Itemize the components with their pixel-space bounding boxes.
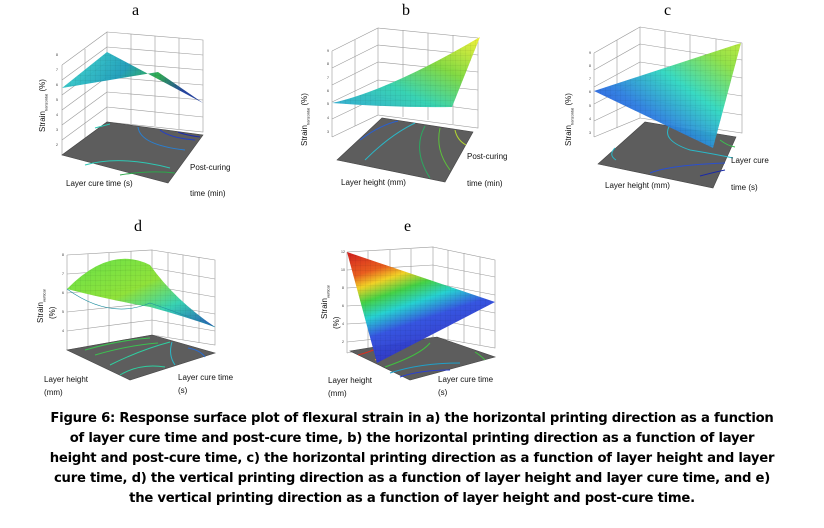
svg-text:12: 12 (341, 250, 345, 254)
y-axis-label-d-2: (s) (178, 386, 188, 395)
panel-letter-a: a (132, 2, 140, 19)
svg-text:8: 8 (342, 286, 344, 290)
svg-text:2: 2 (56, 143, 58, 147)
x-axis-label-d-1: Layer height (44, 375, 89, 384)
svg-text:4: 4 (342, 322, 344, 326)
svg-text:7: 7 (327, 76, 329, 80)
svg-text:2: 2 (342, 340, 344, 344)
x-axis-label-a: Layer cure time (s) (66, 179, 133, 188)
svg-text:6: 6 (56, 83, 58, 87)
floor-contour-plane (336, 117, 474, 183)
svg-text:5: 5 (62, 310, 64, 314)
z-axis-label-e: Strainvertical (320, 285, 331, 319)
svg-text:8: 8 (62, 253, 64, 257)
chart-panel-c: c 9 8 7 6 5 4 3 Strainhorizontal (%) (550, 0, 824, 210)
surface-plot-a: 8 7 6 5 4 3 2 (56, 31, 204, 184)
x-axis-label-b: Layer height (mm) (341, 178, 406, 187)
y-axis-label-b-1: Post-curing (467, 152, 508, 161)
svg-text:6: 6 (589, 90, 591, 94)
surface-plot-c: 9 8 7 6 5 4 3 (589, 26, 743, 189)
caption-line: of layer cure time and post-cure time, b… (69, 431, 755, 446)
svg-text:4: 4 (62, 329, 64, 333)
svg-text:6: 6 (327, 89, 329, 93)
surface-plot-b: 9 8 7 6 5 4 3 (327, 27, 480, 183)
svg-text:4: 4 (56, 113, 58, 117)
x-axis-label-d-2: (mm) (44, 388, 63, 397)
y-axis-label-a-2: time (min) (190, 189, 226, 198)
z-axis-label-c: Strainhorizontal (%) (564, 93, 575, 146)
caption-line: Figure 6: Response surface plot of flexu… (50, 411, 774, 426)
y-axis-label-c-2: time (s) (731, 183, 758, 192)
z-axis-label-a: Strainhorizontal (%) (38, 79, 49, 132)
z-axis-unit-e: (%) (332, 316, 341, 329)
svg-text:8: 8 (327, 62, 329, 66)
svg-text:8: 8 (589, 64, 591, 68)
caption-line: cure time, d) the vertical printing dire… (53, 471, 771, 486)
panel-letter-d: d (134, 218, 142, 235)
chart-panel-a: a 8 7 6 5 4 (0, 0, 280, 210)
svg-text:9: 9 (589, 51, 591, 55)
chart-panel-e: e 12 10 8 6 4 2 Strainvertica (280, 215, 550, 405)
svg-text:3: 3 (327, 130, 329, 134)
figure-caption: Figure 6: Response surface plot of flexu… (0, 409, 824, 509)
y-axis-label-e-2: (s) (438, 388, 448, 397)
svg-text:7: 7 (56, 68, 58, 72)
x-axis-label-e-2: (mm) (328, 389, 347, 398)
svg-text:3: 3 (589, 131, 591, 135)
svg-text:10: 10 (341, 268, 345, 272)
svg-text:5: 5 (56, 98, 58, 102)
surface-plot-d: 8 7 6 5 4 (62, 249, 217, 381)
svg-text:3: 3 (56, 128, 58, 132)
svg-text:4: 4 (589, 117, 591, 121)
svg-text:5: 5 (589, 104, 591, 108)
svg-text:6: 6 (342, 304, 344, 308)
svg-text:5: 5 (327, 102, 329, 106)
z-axis-label-b: Strainhorizontal (%) (300, 93, 311, 146)
floor-contour-plane (61, 121, 204, 184)
svg-text:6: 6 (62, 291, 64, 295)
chart-panel-b: b 9 8 7 6 5 4 3 Strainhorizontal (%) (280, 0, 550, 210)
svg-text:4: 4 (327, 116, 329, 120)
caption-line: height and post-cure time, c) the horizo… (49, 451, 775, 466)
svg-text:8: 8 (56, 53, 58, 57)
caption-line: the vertical printing direction as a fun… (129, 491, 695, 506)
panel-letter-c: c (664, 2, 672, 19)
panel-letter-e: e (404, 218, 412, 235)
y-axis-label-b-2: time (min) (467, 179, 503, 188)
svg-text:9: 9 (327, 49, 329, 53)
x-axis-label-c: Layer height (mm) (605, 181, 670, 190)
z-axis-label-d: Strainvertical (36, 289, 47, 323)
y-axis-label-d-1: Layer cure time (178, 373, 234, 382)
x-axis-label-e-1: Layer height (328, 376, 373, 385)
svg-text:7: 7 (589, 77, 591, 81)
panel-letter-b: b (402, 2, 410, 19)
floor-contour-plane (66, 334, 217, 381)
svg-text:7: 7 (62, 272, 64, 276)
y-axis-label-c-1: Layer cure (731, 156, 769, 165)
surface-plot-e: 12 10 8 6 4 2 (341, 246, 497, 381)
y-axis-label-a-1: Post-curing (190, 163, 231, 172)
y-axis-label-e-1: Layer cure time (438, 375, 494, 384)
z-axis-unit-d: (%) (48, 306, 57, 319)
